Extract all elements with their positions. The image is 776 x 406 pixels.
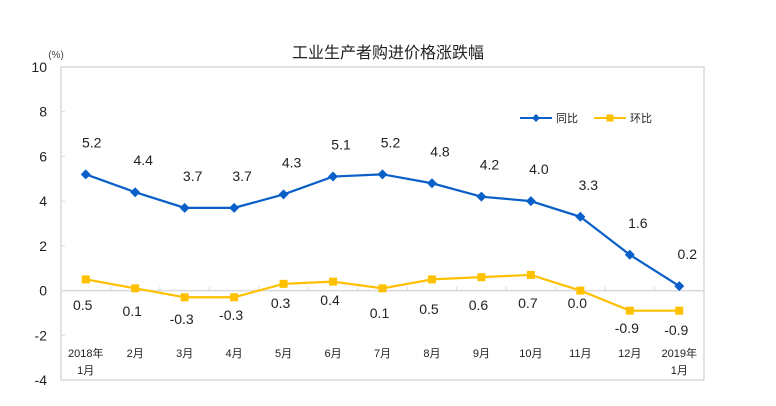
- y-tick-label: 8: [39, 104, 47, 120]
- data-point: [230, 293, 239, 302]
- data-label: 0.0: [568, 295, 588, 311]
- y-tick-label: 2: [39, 238, 47, 254]
- y-tick-label: -4: [35, 372, 48, 388]
- data-point: [624, 249, 635, 260]
- data-point: [426, 178, 437, 189]
- chart-title: 工业生产者购进价格涨跌幅: [292, 44, 484, 62]
- x-tick-label: 2018年: [68, 346, 103, 360]
- data-label: 5.2: [82, 134, 102, 150]
- x-tick-label: 3月: [176, 348, 193, 360]
- x-tick-label: 12月: [618, 348, 641, 360]
- y-tick-label: 6: [39, 148, 47, 164]
- x-tick-label: 5月: [275, 348, 292, 360]
- data-point: [378, 284, 387, 293]
- y-tick-label: 0: [39, 283, 47, 299]
- data-point: [229, 202, 240, 213]
- data-label: -0.3: [219, 307, 243, 323]
- data-label: 0.1: [370, 305, 390, 321]
- data-point: [328, 171, 339, 182]
- x-tick-label: 10月: [519, 348, 542, 360]
- data-point: [131, 284, 140, 293]
- legend-marker: [532, 114, 540, 122]
- data-point: [576, 286, 585, 295]
- x-tick-label: 11月: [569, 348, 591, 360]
- data-point: [427, 275, 436, 284]
- data-label: 0.5: [73, 297, 93, 313]
- plot-frame: [60, 66, 705, 381]
- data-label: 4.3: [282, 154, 302, 170]
- data-point: [179, 202, 190, 213]
- data-label: 5.1: [331, 137, 351, 153]
- data-label: 0.5: [419, 301, 439, 317]
- data-label: 0.2: [678, 246, 698, 262]
- data-point: [476, 191, 487, 202]
- data-point: [80, 169, 91, 180]
- data-label: -0.9: [664, 322, 688, 338]
- x-tick-label: 2月: [127, 348, 144, 360]
- y-tick-label: 10: [31, 59, 47, 75]
- data-point: [377, 169, 388, 180]
- x-tick-label: 2019年: [662, 346, 697, 360]
- data-point: [477, 273, 486, 282]
- data-point: [525, 196, 536, 207]
- legend-marker: [606, 114, 614, 122]
- y-tick-label: 4: [39, 193, 47, 209]
- data-point: [329, 277, 338, 286]
- y-axis-unit: (%): [48, 50, 64, 61]
- data-point: [180, 293, 189, 302]
- data-label: -0.3: [170, 311, 194, 327]
- legend-label: 环比: [630, 112, 652, 125]
- data-point: [278, 189, 289, 200]
- data-label: 5.2: [381, 134, 401, 150]
- data-label: 4.2: [480, 157, 500, 173]
- data-point: [625, 306, 634, 315]
- legend: 同比 环比: [520, 112, 652, 125]
- data-point: [130, 187, 141, 198]
- data-label: 4.8: [430, 143, 450, 159]
- data-label: 0.6: [469, 297, 489, 313]
- data-label: 0.7: [518, 295, 538, 311]
- data-label: 1.6: [628, 215, 648, 231]
- data-point: [526, 270, 535, 279]
- legend-label: 同比: [556, 112, 578, 125]
- x-tick-label: 6月: [324, 348, 341, 360]
- data-label: 0.4: [320, 292, 340, 308]
- y-tick-label: -2: [35, 327, 48, 343]
- data-label: 4.4: [133, 152, 153, 168]
- x-tick-label: 4月: [226, 348, 243, 360]
- data-label: -0.9: [615, 320, 639, 336]
- x-tick-label: 9月: [473, 348, 490, 360]
- data-point: [575, 211, 586, 222]
- x-tick-label: 1月: [671, 365, 688, 377]
- data-label: 3.3: [579, 177, 599, 193]
- x-tick-label: 7月: [374, 348, 391, 360]
- data-label: 4.0: [529, 161, 549, 177]
- data-label: 0.3: [271, 295, 291, 311]
- x-tick-label: 8月: [423, 348, 440, 360]
- data-point: [279, 279, 288, 288]
- data-point: [675, 306, 684, 315]
- x-tick-label: 1月: [77, 365, 94, 377]
- data-point: [81, 275, 90, 284]
- data-label: 3.7: [232, 168, 252, 184]
- data-point: [674, 281, 685, 292]
- data-label: 3.7: [183, 168, 203, 184]
- data-label: 0.1: [122, 303, 142, 319]
